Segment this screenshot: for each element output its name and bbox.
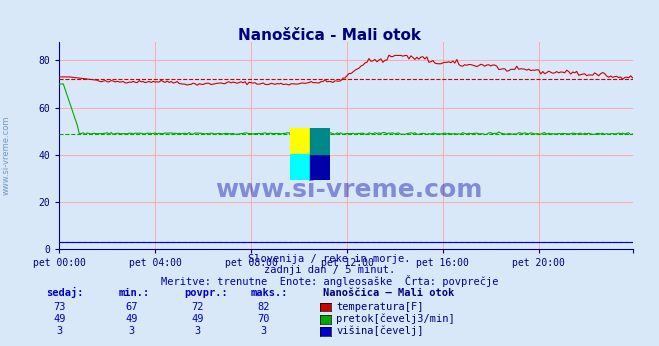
Bar — [290, 154, 310, 180]
Bar — [310, 128, 330, 154]
Text: maks.:: maks.: — [250, 288, 288, 298]
Text: 49: 49 — [192, 314, 204, 324]
Text: 3: 3 — [56, 326, 63, 336]
Text: min.:: min.: — [119, 288, 150, 298]
Text: 3: 3 — [260, 326, 267, 336]
Text: 82: 82 — [258, 302, 270, 312]
Bar — [310, 154, 330, 180]
Text: Meritve: trenutne  Enote: angleosaške  Črta: povprečje: Meritve: trenutne Enote: angleosaške Črt… — [161, 275, 498, 287]
Text: Nanoščica - Mali otok: Nanoščica - Mali otok — [238, 28, 421, 43]
Text: zadnji dan / 5 minut.: zadnji dan / 5 minut. — [264, 265, 395, 275]
Text: temperatura[F]: temperatura[F] — [336, 302, 424, 312]
Text: 70: 70 — [258, 314, 270, 324]
Text: 67: 67 — [126, 302, 138, 312]
Text: 3: 3 — [194, 326, 201, 336]
Bar — [290, 128, 310, 154]
Text: 49: 49 — [126, 314, 138, 324]
Text: 72: 72 — [192, 302, 204, 312]
Text: sedaj:: sedaj: — [46, 287, 84, 298]
Text: pretok[čevelj3/min]: pretok[čevelj3/min] — [336, 313, 455, 324]
Text: višina[čevelj]: višina[čevelj] — [336, 325, 424, 336]
Text: 73: 73 — [53, 302, 65, 312]
Text: www.si-vreme.com: www.si-vreme.com — [2, 116, 11, 195]
Text: 49: 49 — [53, 314, 65, 324]
Text: povpr.:: povpr.: — [185, 288, 228, 298]
Text: Nanoščica – Mali otok: Nanoščica – Mali otok — [323, 288, 454, 298]
Text: 3: 3 — [129, 326, 135, 336]
Text: Slovenija / reke in morje.: Slovenija / reke in morje. — [248, 254, 411, 264]
Text: www.si-vreme.com: www.si-vreme.com — [215, 178, 483, 202]
